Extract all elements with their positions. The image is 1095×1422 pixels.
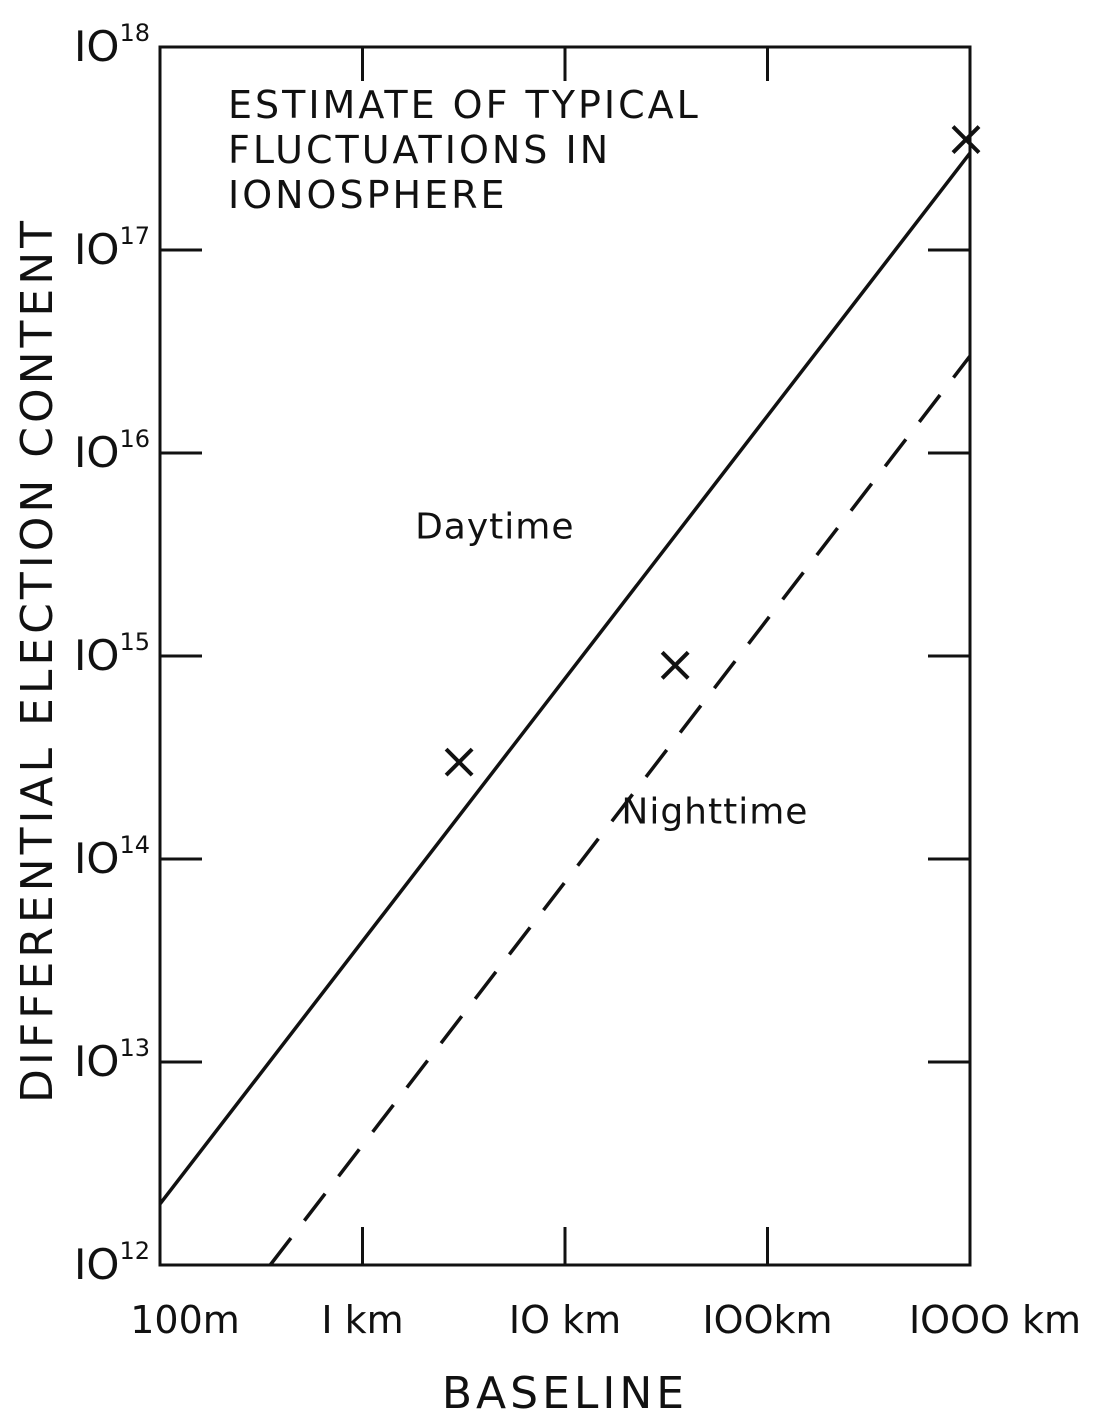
x-tick-label: I km <box>321 1298 403 1342</box>
plot-title: ESTIMATE OF TYPICAL FLUCTUATIONS IN IONOSP… <box>228 83 701 217</box>
y-tick-label: IO18 <box>74 19 150 71</box>
plot-title-line: IONOSPHERE <box>228 173 508 217</box>
points-group <box>444 125 981 777</box>
plot-title-line: ESTIMATE OF TYPICAL <box>228 83 701 127</box>
series-label-nighttime: Nighttime <box>621 791 808 832</box>
y-tick-label: IO14 <box>74 831 150 883</box>
x-tick-label: IO km <box>509 1298 621 1342</box>
x-tick-label: IOOkm <box>702 1298 832 1342</box>
y-tick-label: IO12 <box>74 1237 150 1289</box>
series-line-daytime <box>158 152 972 1205</box>
series-group <box>158 152 972 1267</box>
y-tick-label: IO15 <box>74 628 150 680</box>
data-point-marker <box>660 650 690 680</box>
y-axis-ticks: IO12 IO13 IO14 IO15 IO16 IO17 IO18 <box>74 19 970 1289</box>
plot-title-line: FLUCTUATIONS IN <box>228 128 611 172</box>
y-tick-label: IO16 <box>74 425 150 477</box>
series-line-nighttime <box>268 355 972 1267</box>
y-tick-label: IO13 <box>74 1034 150 1086</box>
y-axis-title: DIFFERENTIAL ELECTION CONTENT <box>12 217 63 1103</box>
data-point-marker <box>444 747 474 777</box>
data-point-marker <box>951 125 981 154</box>
x-tick-label: IOOO km <box>909 1298 1081 1342</box>
plot-frame <box>158 45 972 1267</box>
x-axis-title: BASELINE <box>442 1368 688 1419</box>
x-axis-ticks: 100m I km IO km IOOkm IOOO km <box>130 47 1081 1342</box>
series-label-daytime: Daytime <box>415 506 574 547</box>
y-tick-label: IO17 <box>74 222 150 274</box>
x-tick-label: 100m <box>130 1298 240 1342</box>
